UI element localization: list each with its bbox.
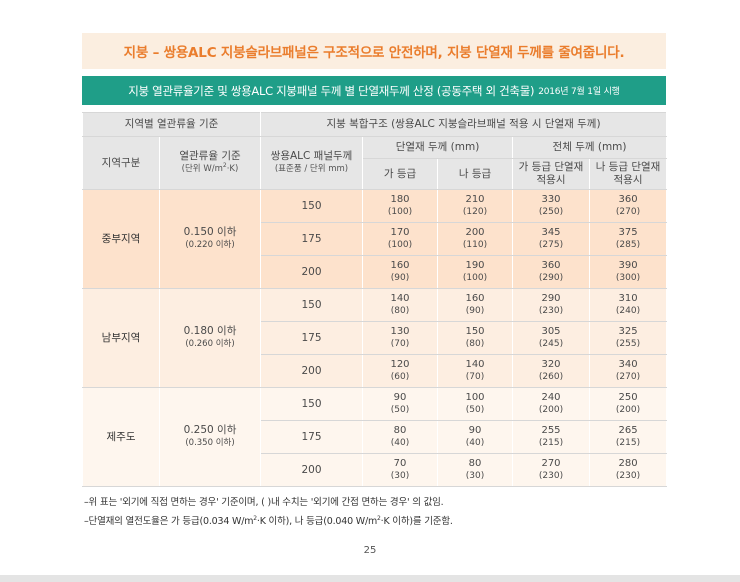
insulation-grade-a: 120 (60) (362, 354, 438, 388)
footer-bar (0, 575, 740, 582)
total-grade-a: 345 (275) (512, 222, 590, 256)
insulation-grade-a: 140 (80) (362, 288, 438, 322)
region-name: 남부지역 (82, 288, 160, 388)
total-grade-a: 270 (230) (512, 453, 590, 487)
insulation-grade-b: 210 (120) (437, 189, 513, 223)
panel-thickness: 150 (260, 288, 363, 322)
total-grade-a: 320 (260) (512, 354, 590, 388)
header-total-b: 나 등급 단열재 적용시 (588, 158, 668, 190)
header-grade-b: 나 등급 (437, 158, 513, 190)
table-row: 남부지역 0.180 이하 (0.260 이하) 150 140 (80) 160(… (82, 288, 668, 388)
total-grade-a: 255 (215) (512, 420, 590, 454)
total-grade-b: 360 (270) (588, 189, 668, 223)
header-standard-unit: (단위 W/m2·K) (181, 162, 239, 174)
total-grade-a: 240 (200) (512, 387, 590, 421)
total-grade-b: 340 (270) (588, 354, 668, 388)
panel-thickness: 175 (260, 321, 363, 355)
panel-thickness: 175 (260, 222, 363, 256)
subtitle-date: 2016년 7월 1일 시행 (538, 87, 620, 97)
page-number: 25 (363, 545, 377, 556)
total-grade-b: 325 (255) (588, 321, 668, 355)
header-region-standard: 지역별 열관류율 기준 (82, 112, 261, 137)
header-region: 지역구분 (82, 136, 160, 190)
header-panel-unit: (표준품 / 단위 mm) (274, 164, 349, 174)
header-grade-a: 가 등급 (362, 158, 438, 190)
headline-box: 지붕 – 쌍용ALC 지붕슬라브패널은 구조적으로 안전하며, 지붕 단열재 두… (82, 33, 666, 69)
total-grade-a: 360 (290) (512, 255, 590, 289)
table-row: 175 80 (40) 90 (40) 255 (215) 265 (215) (82, 420, 668, 454)
total-grade-a: 305 (245) (512, 321, 590, 355)
insulation-grade-a: 80 (40) (362, 420, 438, 454)
total-grade-b: 265 (215) (588, 420, 668, 454)
header-insulation: 단열재 두께 (mm) (362, 136, 513, 159)
region-standard: 0.250 이하 (0.350 이하) (159, 387, 261, 487)
panel-thickness: 200 (260, 255, 363, 289)
insulation-spec-table: 지역별 열관류율 기준 지붕 복합구조 (쌍용ALC 지붕슬라브패널 적용 시 … (82, 112, 668, 487)
panel-thickness: 150 (260, 189, 363, 223)
table-row: 175 170 (100) 200 (110) 345 (275) 375 (285) (82, 222, 668, 256)
total-grade-b: 390 (300) (588, 255, 668, 289)
insulation-grade-a: 160 (90) (362, 255, 438, 289)
total-grade-a: 290 (230) (512, 288, 590, 322)
total-grade-b: 375 (285) (588, 222, 668, 256)
header-standard-label: 열관류율 기준 (179, 150, 241, 162)
region-name: 중부지역 (82, 189, 160, 289)
panel-thickness: 200 (260, 453, 363, 487)
panel-thickness: 200 (260, 354, 363, 388)
footnote-2: –단열재의 열전도율은 가 등급(0.034 W/m2·K 이하), 나 등급(… (84, 514, 453, 527)
region-standard: 0.180 이하 (0.260 이하) (159, 288, 261, 388)
subtitle: 지붕 열관류율기준 및 쌍용ALC 지붕패널 두께 별 단열재두께 산정 (공동… (128, 83, 535, 98)
header-total-a: 가 등급 단열재 적용시 (512, 158, 590, 190)
header-panel-label: 쌍용ALC 패널두께 (270, 150, 353, 162)
header-standard: 열관류율 기준 (단위 W/m2·K) (159, 136, 261, 190)
table-row: 제주도 0.250 이하 (0.350 이하) 150 90 (50) 100 (50… (82, 387, 668, 487)
insulation-grade-a: 170 (100) (362, 222, 438, 256)
insulation-grade-b: 200 (110) (437, 222, 513, 256)
region-name: 제주도 (82, 387, 160, 487)
insulation-grade-b: 100 (50) (437, 387, 513, 421)
insulation-grade-b: 150 (80) (437, 321, 513, 355)
insulation-grade-b: 160 (90) (437, 288, 513, 322)
insulation-grade-a: 90 (50) (362, 387, 438, 421)
total-grade-b: 250 (200) (588, 387, 668, 421)
region-standard: 0.150 이하 (0.220 이하) (159, 189, 261, 289)
total-grade-b: 310 (240) (588, 288, 668, 322)
insulation-grade-a: 130 (70) (362, 321, 438, 355)
total-grade-a: 330 (250) (512, 189, 590, 223)
headline: 지붕 – 쌍용ALC 지붕슬라브패널은 구조적으로 안전하며, 지붕 단열재 두… (123, 45, 625, 61)
insulation-grade-b: 90 (40) (437, 420, 513, 454)
insulation-grade-a: 180 (100) (362, 189, 438, 223)
insulation-grade-a: 70 (30) (362, 453, 438, 487)
panel-thickness: 150 (260, 387, 363, 421)
header-total: 전체 두께 (mm) (511, 136, 668, 159)
total-grade-b: 280 (230) (588, 453, 668, 487)
insulation-grade-b: 190 (100) (437, 255, 513, 289)
insulation-grade-b: 80 (30) (437, 453, 513, 487)
subtitle-box: 지붕 열관류율기준 및 쌍용ALC 지붕패널 두께 별 단열재두께 산정 (공동… (82, 76, 666, 105)
table-row: 중부지역 0.150 이하 (0.220 이하) 150 180 (100) 210… (82, 189, 668, 289)
insulation-grade-b: 140 (70) (437, 354, 513, 388)
panel-thickness: 175 (260, 420, 363, 454)
header-panel: 쌍용ALC 패널두께 (표준품 / 단위 mm) (260, 136, 363, 190)
header-composite: 지붕 복합구조 (쌍용ALC 지붕슬라브패널 적용 시 단열재 두께) (259, 112, 668, 137)
footnote-1: –위 표는 '외기에 직접 면하는 경우' 기준이며, ( )내 수치는 '외기… (84, 497, 444, 508)
